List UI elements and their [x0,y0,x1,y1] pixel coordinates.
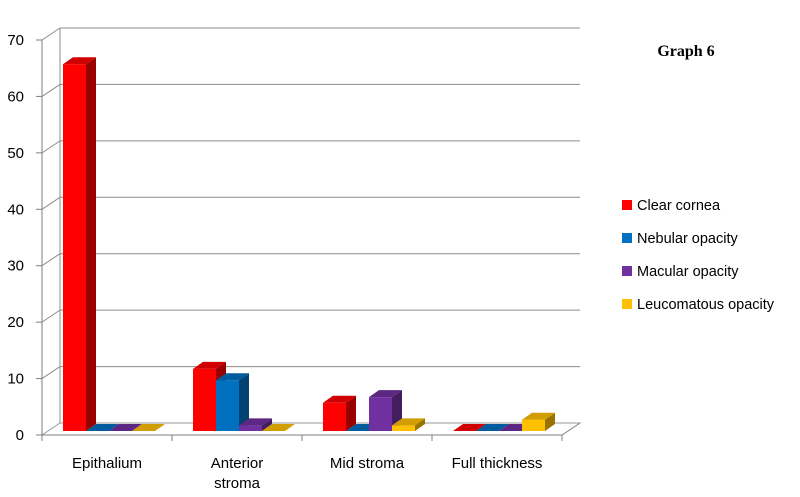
legend-item: Nebular opacity [622,231,738,247]
chart-title: Graph 6 [657,43,714,60]
bar-macular-opacity-epithalium [109,424,142,431]
bar-front [323,402,346,431]
bar-front [239,425,262,431]
bar-leucomatous-opacity-full-thickness [522,412,555,431]
gridlines [41,27,580,379]
bar-side [262,418,272,431]
bars [63,57,555,431]
bar-top [132,424,165,431]
legend-label: Nebular opacity [637,231,738,247]
x-tick-label: Mid stroma [330,455,405,472]
axes [41,28,581,441]
y-tick-label: 70 [7,32,24,49]
y-tick-label: 30 [7,258,24,275]
bar-top [193,361,226,369]
bar-nebular-opacity-epithalium [86,424,119,431]
legend-item: Clear cornea [622,198,721,214]
bar-front [216,380,239,431]
bar-front [63,64,86,431]
floor-right-edge [561,422,581,436]
legend-item: Macular opacity [622,264,739,280]
gridline-depth [41,84,61,97]
gridline-depth [41,309,61,323]
bar-top [239,418,272,426]
gridline-depth [41,253,61,267]
bar-top [109,424,142,431]
bar-nebular-opacity-anterior-stroma [216,373,249,431]
bar-top [522,412,555,420]
gridline-depth [41,140,61,154]
x-tick-label: Anterior [211,455,264,472]
gridline-depth [41,196,61,210]
bar-clear-cornea-full-thickness [453,424,486,431]
bar-front [392,425,415,431]
legend-swatch [622,200,632,210]
bar-top [216,373,249,381]
gridline-depth [41,366,61,379]
y-tick-label: 10 [7,371,24,388]
legend-swatch [622,299,632,309]
legend: Clear cornea Nebular opacity Macular opaci… [622,198,775,313]
legend-label: Clear cornea [637,198,721,214]
bar-leucomatous-opacity-anterior-stroma [262,424,295,431]
legend-item: Leucomatous opacity [622,297,775,313]
x-axis-labels: Epithalium Anterior stroma Mid stroma Full t… [72,455,542,492]
bar-side [415,418,425,431]
legend-swatch [622,233,632,243]
x-tick-label: stroma [214,475,261,492]
bar-top [323,395,356,403]
y-tick-label: 60 [7,88,24,105]
bar-clear-cornea-epithalium [63,57,96,431]
bar-front [369,397,392,431]
bar-macular-opacity-anterior-stroma [239,418,272,431]
legend-swatch [622,266,632,276]
legend-label: Macular opacity [637,264,739,280]
bar-side [346,395,356,431]
bar-top [392,418,425,426]
bar-top [369,390,402,398]
y-tick-label: 40 [7,201,24,218]
gridline-depth [41,27,61,41]
bar-top [63,57,96,65]
bar-leucomatous-opacity-epithalium [132,424,165,431]
bar-top [453,424,486,431]
bar-front [193,368,216,431]
bar-top [476,424,509,431]
y-axis-ticks: 0 10 20 30 40 50 60 70 [7,32,42,444]
legend-label: Leucomatous opacity [637,297,775,313]
y-tick-label: 50 [7,145,24,162]
bar-top [262,424,295,431]
y-tick-label: 0 [16,427,24,444]
bar-leucomatous-opacity-mid-stroma [392,418,425,431]
bar-clear-cornea-mid-stroma [323,395,356,431]
bar-nebular-opacity-full-thickness [476,424,509,431]
bar-top [86,424,119,431]
bar-side [239,373,249,431]
bar-side [86,57,96,431]
bar-side [545,412,555,431]
bar-front [522,419,545,431]
x-tick-label: Epithalium [72,455,142,472]
x-tick-label: Full thickness [452,455,543,472]
y-tick-label: 20 [7,314,24,331]
